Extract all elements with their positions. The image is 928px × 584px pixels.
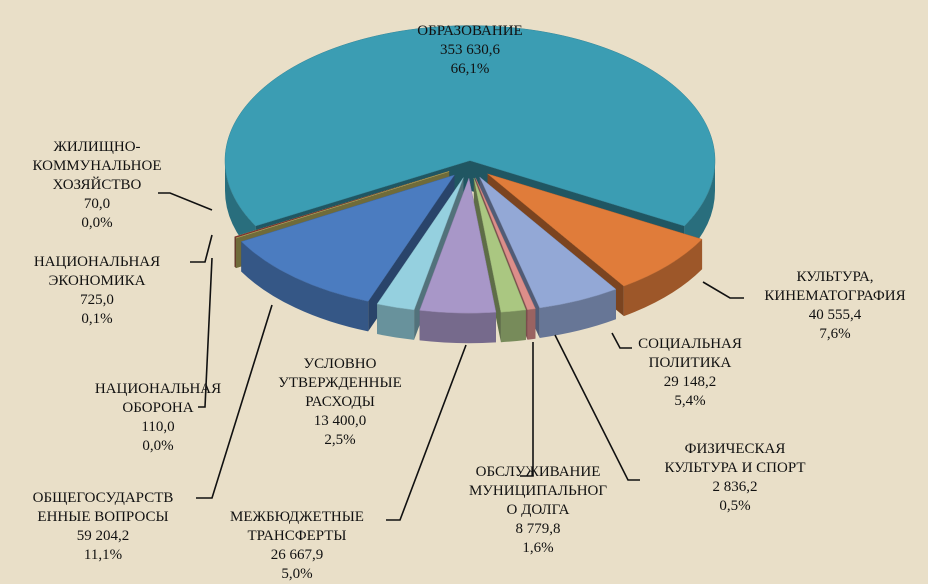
leader-line (520, 342, 533, 476)
slice-side (420, 310, 496, 343)
percent-label: 11,1% (33, 546, 174, 565)
leader-line (158, 193, 212, 210)
percent-label: 0,0% (95, 437, 221, 456)
percent-label: 0,0% (32, 214, 161, 233)
percent-label: 66,1% (417, 60, 522, 79)
percent-label: 7,6% (764, 325, 905, 344)
category-label: КУЛЬТУРА, КИНЕМАТОГРАФИЯ (764, 268, 905, 306)
value-label: 110,0 (95, 418, 221, 437)
percent-label: 0,5% (664, 497, 805, 516)
value-label: 2 836,2 (664, 478, 805, 497)
value-label: 40 555,4 (764, 306, 905, 325)
leader-line (703, 282, 744, 298)
slice-side (527, 309, 535, 340)
category-label: МЕЖБЮДЖЕТНЫЕ ТРАНСФЕРТЫ (230, 508, 364, 546)
value-label: 70,0 (32, 195, 161, 214)
percent-label: 0,1% (34, 310, 160, 329)
percent-label: 5,4% (638, 392, 742, 411)
slice-side (235, 237, 236, 268)
value-label: 59 204,2 (33, 527, 174, 546)
category-label: ОБРАЗОВАНИЕ (417, 22, 522, 41)
category-label: ОБЩЕГОСУДАРСТВ ЕННЫЕ ВОПРОСЫ (33, 489, 174, 527)
leader-line (555, 335, 640, 480)
value-label: 353 630,6 (417, 41, 522, 60)
category-label: ОБСЛУЖИВАНИЕ МУНИЦИПАЛЬНОГ О ДОЛГА (469, 463, 607, 520)
leader-line (612, 333, 632, 348)
value-label: 725,0 (34, 291, 160, 310)
category-label: НАЦИОНАЛЬНАЯ ЭКОНОМИКА (34, 253, 160, 291)
value-label: 8 779,8 (469, 520, 607, 539)
value-label: 26 667,9 (230, 546, 364, 565)
leader-line (190, 235, 212, 262)
value-label: 13 400,0 (278, 412, 402, 431)
value-label: 29 148,2 (638, 373, 742, 392)
category-label: ФИЗИЧЕСКАЯ КУЛЬТУРА И СПОРТ (664, 440, 805, 478)
category-label: НАЦИОНАЛЬНАЯ ОБОРОНА (95, 380, 221, 418)
category-label: СОЦИАЛЬНАЯ ПОЛИТИКА (638, 335, 742, 373)
percent-label: 5,0% (230, 565, 364, 584)
percent-label: 2,5% (278, 431, 402, 450)
percent-label: 1,6% (469, 539, 607, 558)
category-label: УСЛОВНО УТВЕРЖДЕННЫЕ РАСХОДЫ (278, 355, 402, 412)
category-label: ЖИЛИЩНО- КОММУНАЛЬНОЕ ХОЗЯЙСТВО (32, 138, 161, 195)
slice-side (501, 310, 526, 342)
